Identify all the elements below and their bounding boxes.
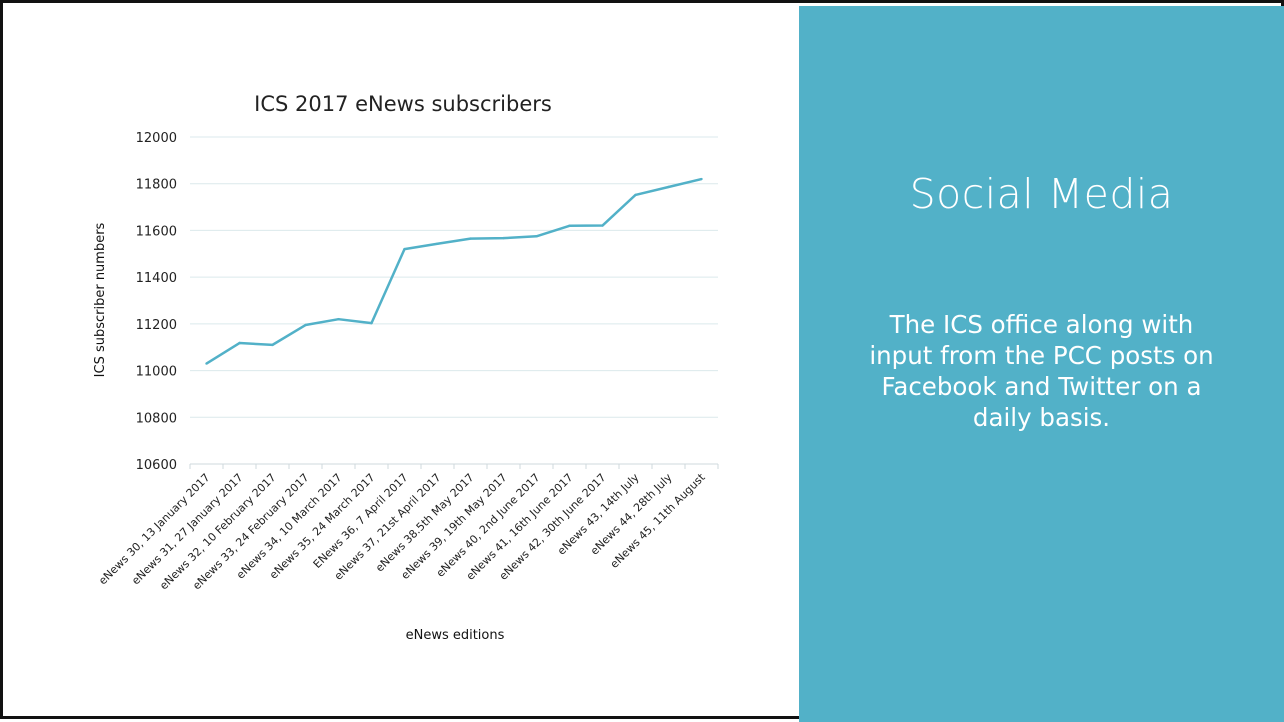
data-point	[469, 237, 472, 240]
y-tick-label: 11000	[136, 365, 177, 380]
y-axis-ticks: 10600 10800 11000 11200 11400 11600 11800 12000	[136, 131, 177, 473]
data-point	[568, 224, 571, 227]
data-point	[271, 343, 274, 347]
data-point	[700, 177, 703, 181]
data-point	[304, 323, 307, 327]
y-tick-label: 12000	[136, 131, 177, 146]
x-axis-title: eNews editions	[406, 628, 505, 643]
series-line	[205, 177, 702, 365]
y-tick-label: 11800	[136, 178, 177, 193]
data-point	[601, 224, 604, 227]
side-panel-title: Social Media	[909, 170, 1174, 218]
data-point	[238, 341, 241, 345]
side-panel-body: The ICS office along with input from the…	[869, 310, 1214, 432]
data-point	[403, 247, 406, 251]
data-point	[634, 193, 637, 197]
chart-title: ICS 2017 eNews subscribers	[254, 92, 552, 116]
data-point	[502, 236, 505, 240]
y-axis-title: ICS subscriber numbers	[93, 222, 108, 377]
y-tick-label: 11600	[136, 224, 177, 239]
data-point	[667, 185, 670, 189]
y-tick-label: 10800	[136, 411, 177, 426]
y-tick-label: 11200	[136, 318, 177, 333]
data-point	[436, 242, 439, 245]
y-tick-label: 11400	[136, 271, 177, 286]
series-layer	[205, 177, 703, 365]
gridlines	[190, 136, 718, 465]
side-panel: Social Media The ICS office along with i…	[799, 6, 1284, 722]
data-point	[535, 235, 538, 238]
data-point	[370, 321, 373, 325]
line-chart: ICS 2017 eNews subscribers 10600 10800 110…	[93, 92, 719, 643]
data-point	[337, 317, 340, 321]
y-tick-label: 10600	[136, 458, 177, 473]
data-point	[205, 362, 208, 365]
